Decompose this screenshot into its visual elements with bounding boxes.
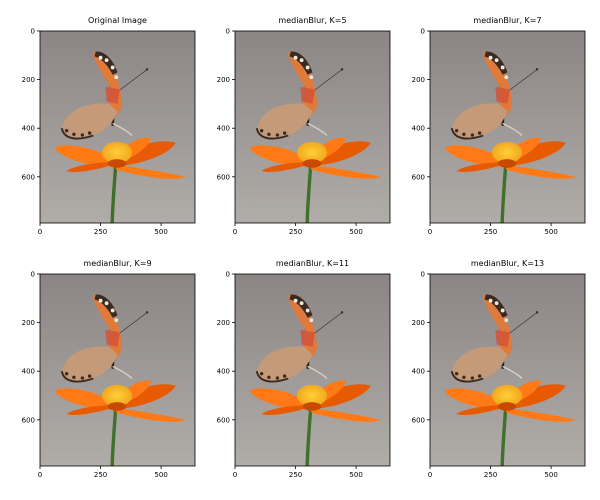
panel-title: medianBlur, K=13: [471, 259, 544, 268]
panel-title: Original Image: [88, 16, 147, 25]
y-tick-label: 0: [226, 28, 230, 36]
panel-image: [40, 274, 195, 466]
y-tick-label: 400: [217, 125, 230, 133]
panel-image: [235, 274, 390, 466]
y-tick-label: 200: [22, 76, 35, 84]
panel-title: medianBlur, K=9: [83, 259, 151, 268]
x-tick-label: 250: [94, 471, 107, 479]
image-panel-2: medianBlur, K=5 0 250 500 0 200 400 600: [217, 16, 391, 236]
y-tick-label: 200: [412, 319, 425, 327]
axes-frame: [429, 273, 586, 467]
x-tick-label: 250: [289, 471, 302, 479]
panel-image: [40, 31, 195, 223]
x-tick-label: 250: [484, 471, 497, 479]
y-tick-label: 200: [412, 76, 425, 84]
image-panel-1: Original Image 0 250 500 0 200 400 600: [22, 16, 196, 236]
y-tick-label: 0: [421, 28, 425, 36]
image-panel-5: medianBlur, K=11 0 250 500 0 200 400 600: [217, 259, 391, 479]
y-tick-label: 400: [22, 125, 35, 133]
panel-title: medianBlur, K=11: [276, 259, 349, 268]
x-tick-label: 250: [94, 228, 107, 236]
x-tick-label: 0: [38, 471, 42, 479]
x-tick-label: 250: [484, 228, 497, 236]
panel-image: [430, 274, 585, 466]
y-tick-label: 400: [412, 125, 425, 133]
y-tick-label: 600: [217, 416, 230, 424]
x-tick-label: 500: [154, 471, 167, 479]
y-tick-label: 0: [226, 271, 230, 279]
x-tick-label: 500: [544, 228, 557, 236]
y-tick-label: 200: [217, 319, 230, 327]
x-tick-label: 500: [349, 228, 362, 236]
image-panel-4: medianBlur, K=9 0 250 500 0 200 400 600: [22, 259, 196, 479]
y-tick-label: 200: [217, 76, 230, 84]
y-tick-label: 200: [22, 319, 35, 327]
y-tick-label: 600: [22, 416, 35, 424]
x-tick-label: 0: [428, 471, 432, 479]
x-tick-label: 500: [349, 471, 362, 479]
y-tick-label: 0: [421, 271, 425, 279]
x-tick-label: 250: [289, 228, 302, 236]
x-tick-label: 0: [233, 471, 237, 479]
panel-title: medianBlur, K=5: [278, 16, 346, 25]
image-panel-6: medianBlur, K=13 0 250 500 0 200 400 600: [412, 259, 586, 479]
y-tick-label: 0: [31, 28, 35, 36]
y-tick-label: 600: [22, 173, 35, 181]
x-tick-label: 0: [428, 228, 432, 236]
x-tick-label: 0: [233, 228, 237, 236]
x-tick-label: 500: [544, 471, 557, 479]
y-tick-label: 400: [217, 368, 230, 376]
panel-image: [430, 31, 585, 223]
y-tick-label: 0: [31, 271, 35, 279]
x-tick-label: 500: [154, 228, 167, 236]
axes-frame: [234, 273, 391, 467]
x-tick-label: 0: [38, 228, 42, 236]
axes-frame: [429, 30, 586, 224]
axes-frame: [234, 30, 391, 224]
panel-image: [235, 31, 390, 223]
axes-frame: [39, 30, 196, 224]
y-tick-label: 600: [217, 173, 230, 181]
axes-frame: [39, 273, 196, 467]
panel-title: medianBlur, K=7: [473, 16, 541, 25]
y-tick-label: 600: [412, 173, 425, 181]
y-tick-label: 600: [412, 416, 425, 424]
y-tick-label: 400: [22, 368, 35, 376]
image-panel-3: medianBlur, K=7 0 250 500 0 200 400 600: [412, 16, 586, 236]
y-tick-label: 400: [412, 368, 425, 376]
